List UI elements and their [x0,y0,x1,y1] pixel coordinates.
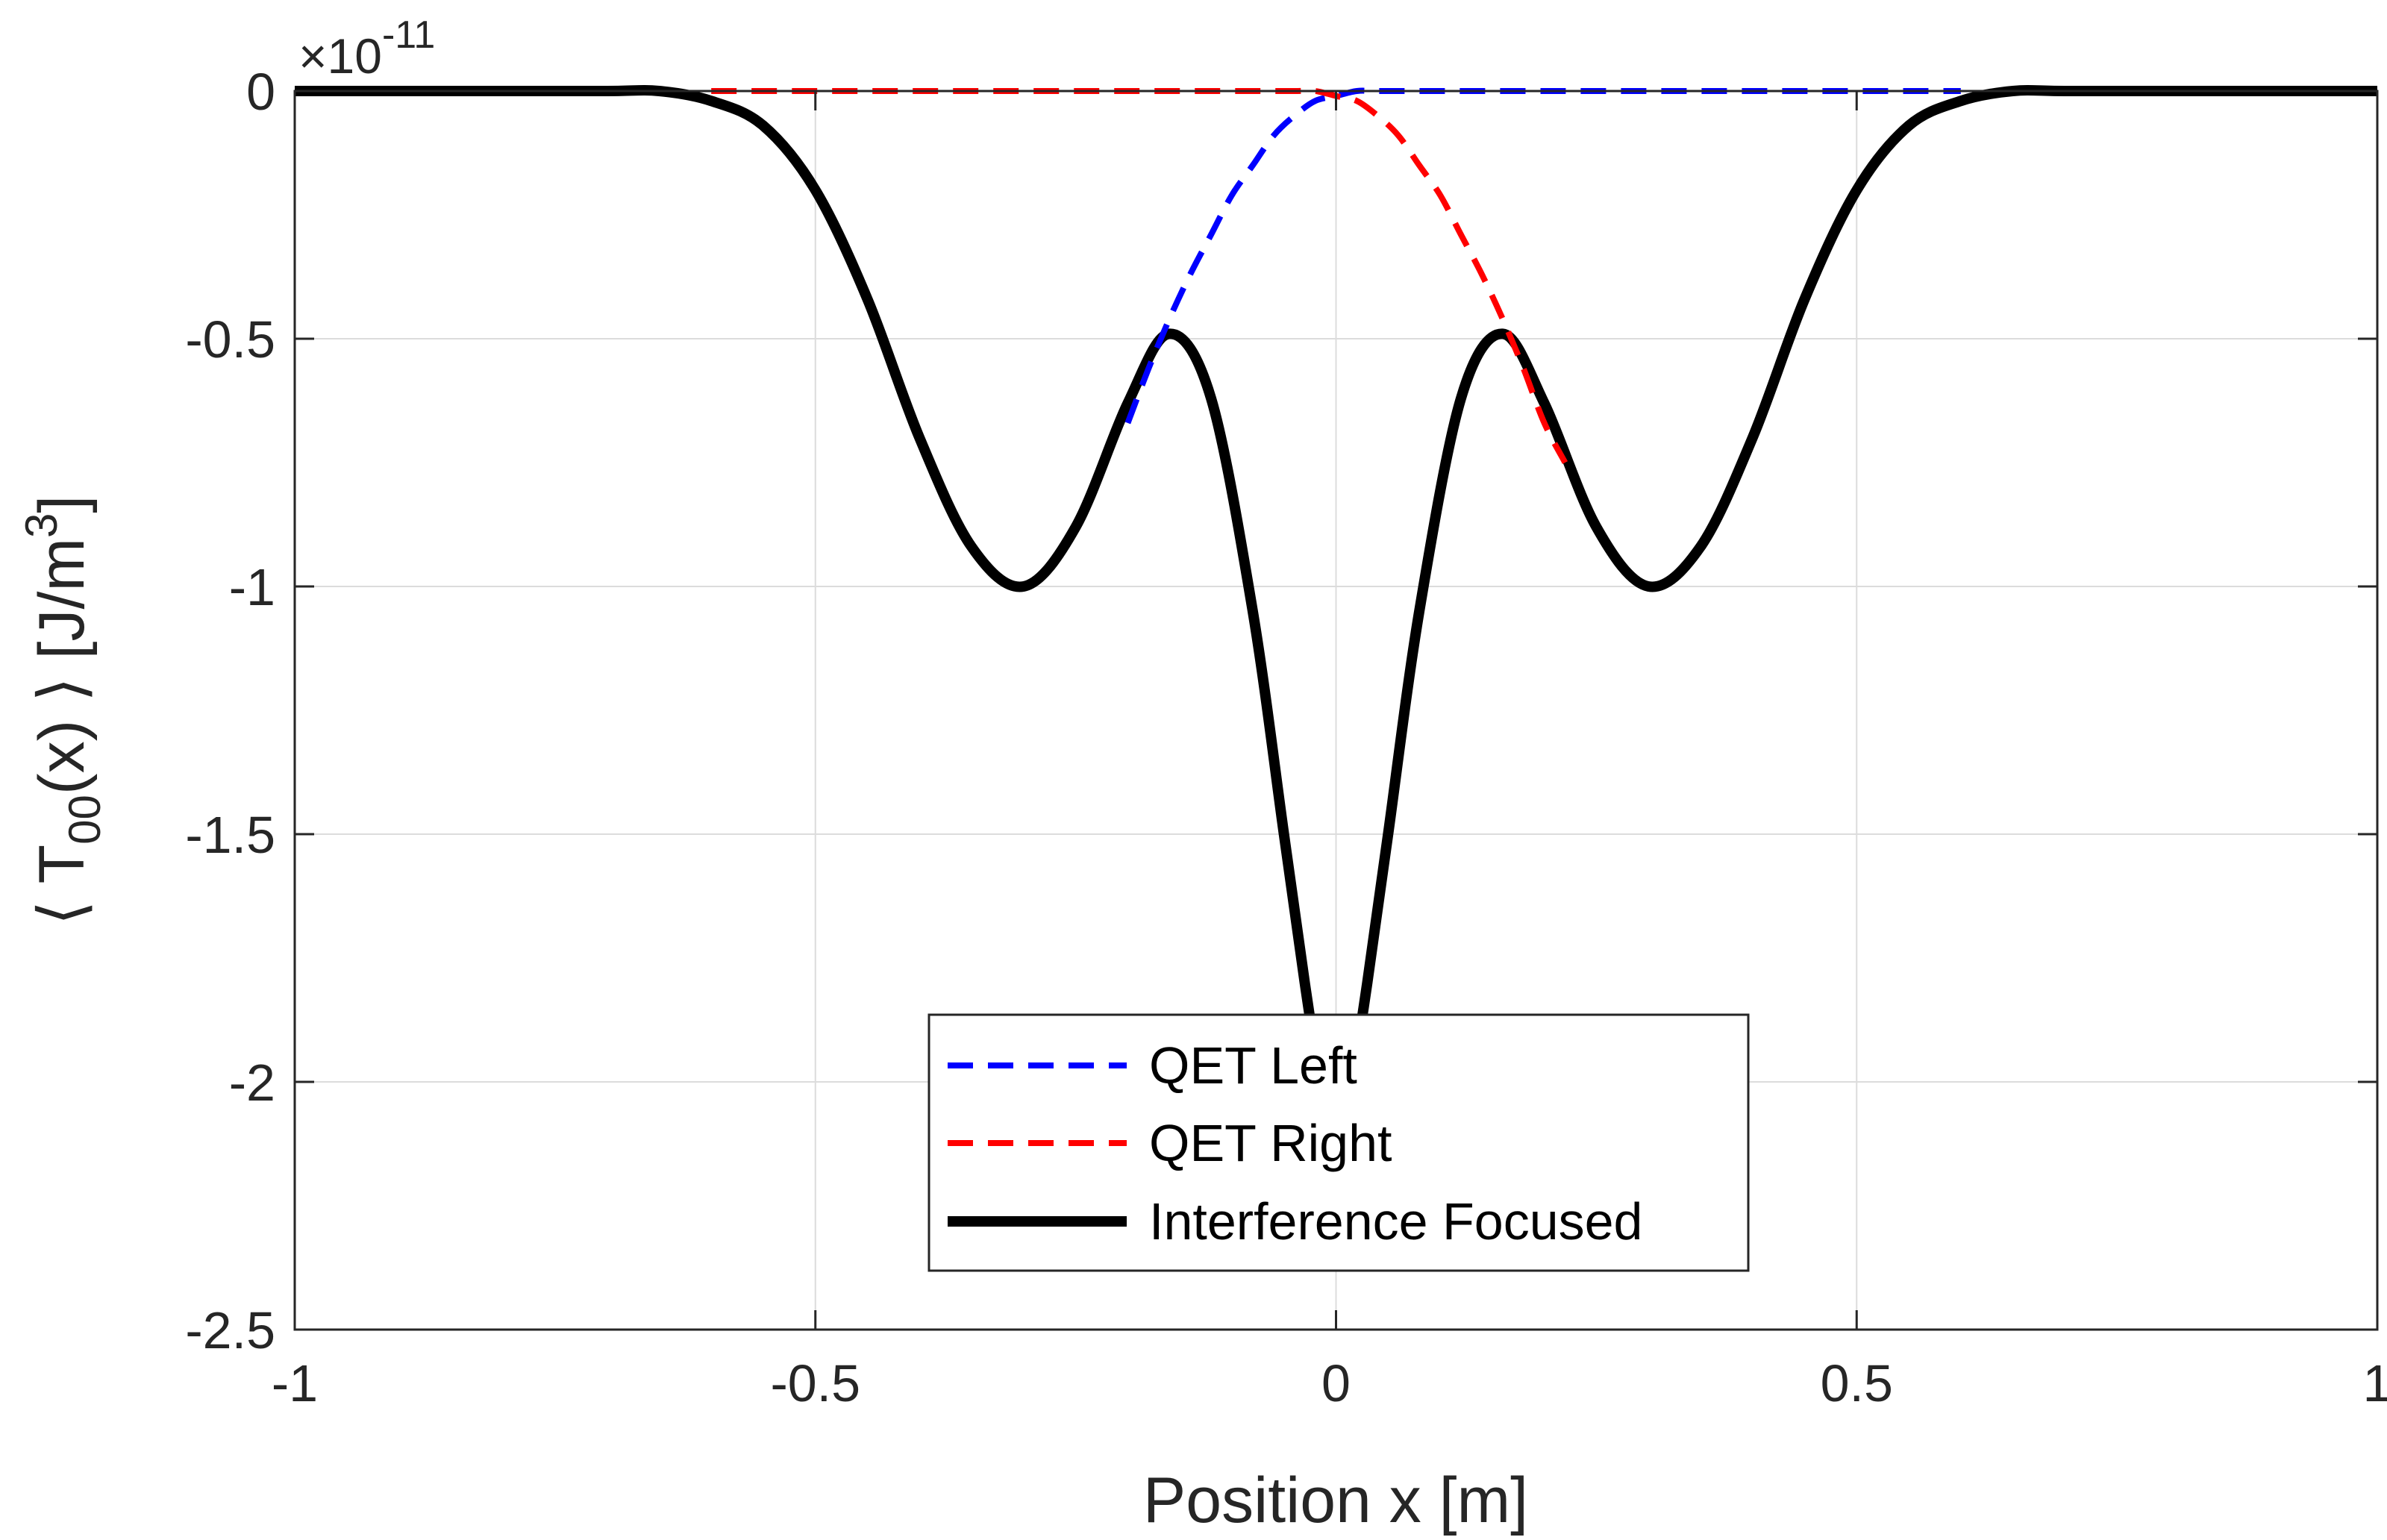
legend-label-qet-right: QET Right [1149,1114,1392,1172]
series-line-qet-right [711,87,1568,464]
y-tick-label: -1.5 [185,806,275,864]
legend-box [927,1013,1750,1272]
y-tick-label: -2 [229,1054,275,1112]
y-axis-label-suffix: ] [26,495,98,513]
y-axis-ticks: -2.5 -2 -1.5 -1 -0.5 0 [185,63,2377,1359]
y-exponent-label: ×10-11 [298,13,435,84]
y-axis-label: ⟨ T00(x) ⟩ [J/m3] [16,495,110,926]
y-axis-label-superscript: 3 [16,513,66,538]
x-tick-label: 0 [1321,1354,1351,1412]
y-tick-label: -1 [229,558,275,616]
y-tick-label: -2.5 [185,1301,275,1359]
x-axis-ticks: -1 -0.5 0 0.5 1 [272,91,2387,1412]
x-tick-label: 0.5 [1821,1354,1893,1412]
x-tick-label: -1 [272,1354,318,1412]
x-tick-label: 1 [2363,1354,2387,1412]
y-axis-label-middle: (x) ⟩ [J/m [26,538,98,795]
y-exponent-power: -11 [382,13,435,57]
x-tick-label: -0.5 [770,1354,860,1412]
y-axis-label-prefix: ⟨ T [26,845,98,925]
y-tick-label: -0.5 [185,310,275,369]
y-axis-label-subscript: 00 [60,795,110,845]
y-exponent-base: ×10 [298,28,382,84]
legend: QET Left QET Right Interference Focused [927,1013,1750,1272]
x-axis-label: Position x [m] [1143,1465,1528,1536]
legend-label-interference-focused: Interference Focused [1149,1192,1642,1251]
y-tick-label: 0 [246,63,275,121]
legend-label-qet-left: QET Left [1149,1036,1357,1095]
